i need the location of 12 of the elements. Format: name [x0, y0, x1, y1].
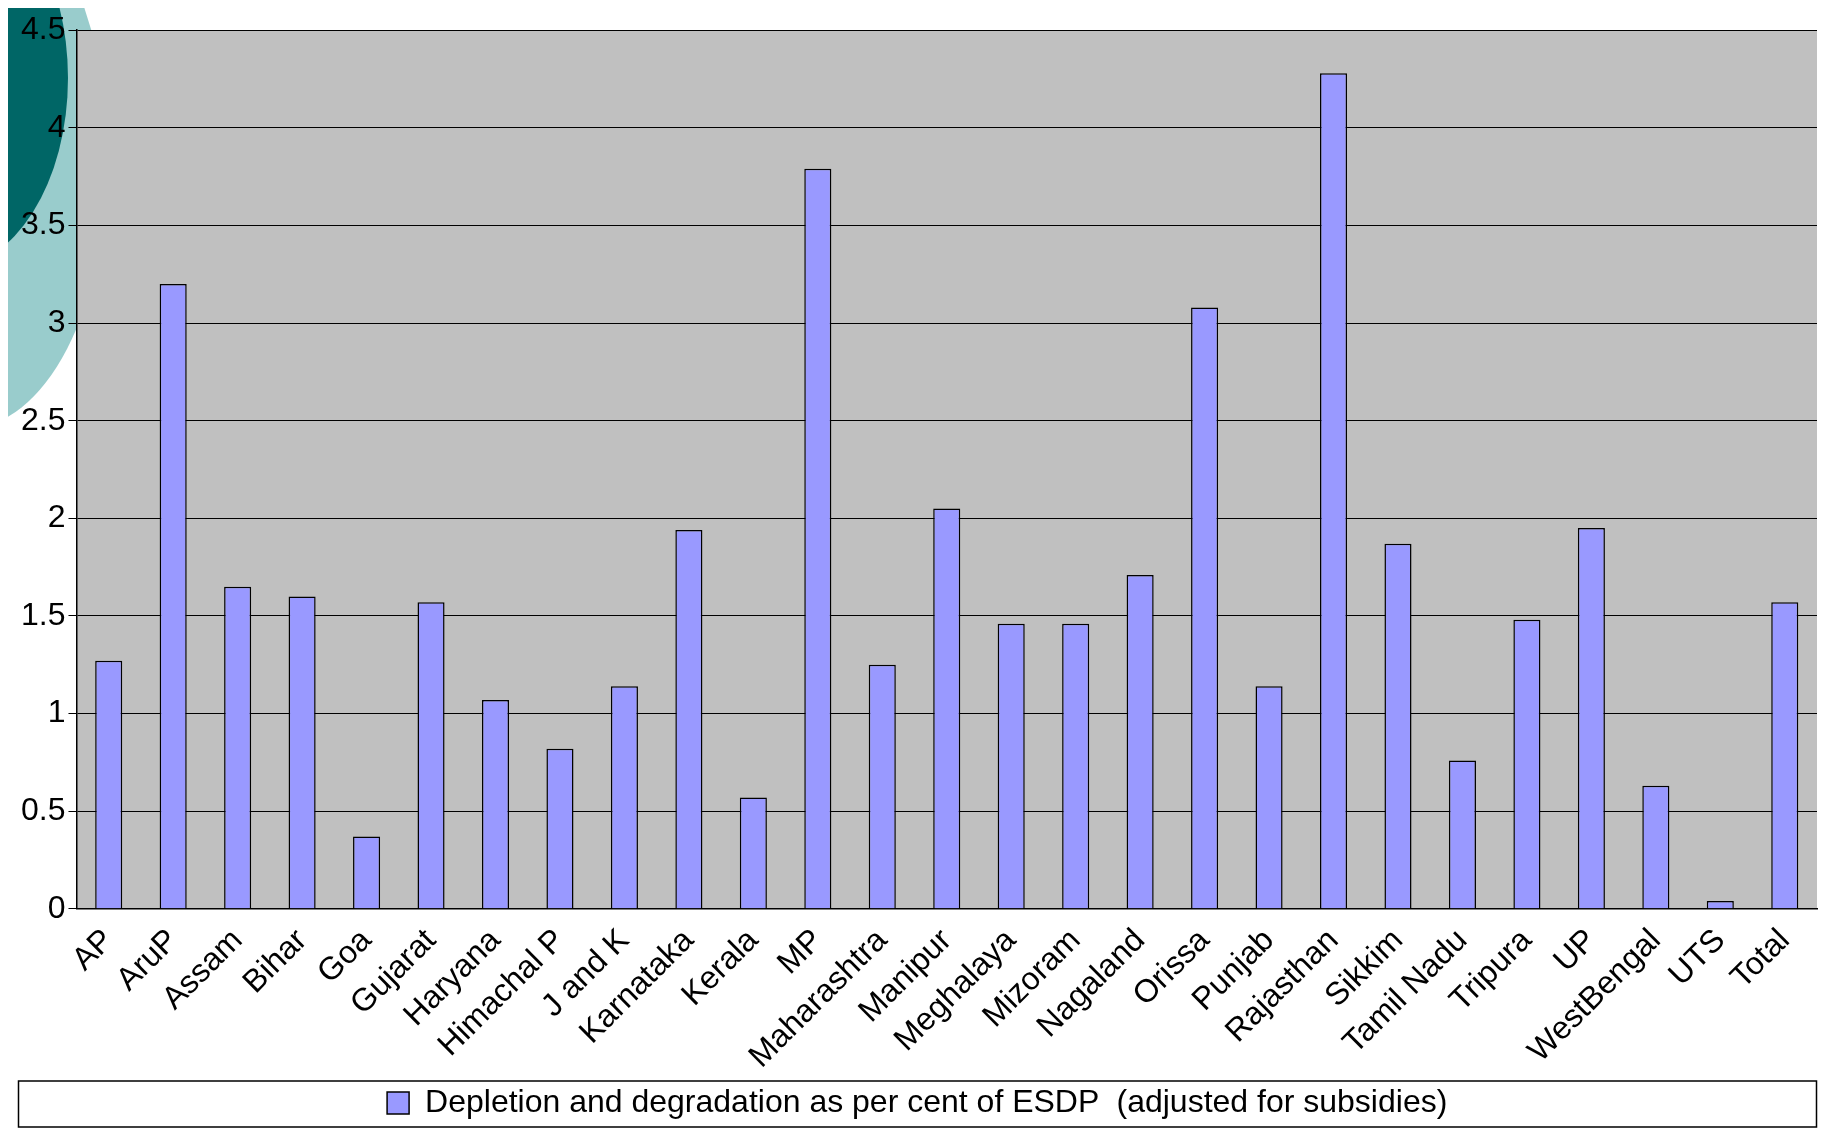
y-tick-label: 2.5	[21, 400, 66, 437]
legend-label: Depletion and degradation as per cent of ESDP (adjusted for subsidies)	[425, 1082, 1448, 1119]
y-tick-label: 0	[47, 888, 66, 925]
y-tick-label: 3.5	[21, 205, 66, 242]
y-tick-label: 1.5	[21, 595, 66, 632]
y-tick-label: 4.5	[21, 10, 66, 47]
y-tick-label: 3	[47, 302, 66, 339]
x-tick-label: AP	[64, 921, 120, 977]
y-tick-label: 2	[47, 498, 66, 535]
y-tick-label: 0.5	[21, 791, 66, 828]
y-tick-label: 4	[47, 107, 66, 144]
y-tick-label: 1	[47, 693, 66, 730]
